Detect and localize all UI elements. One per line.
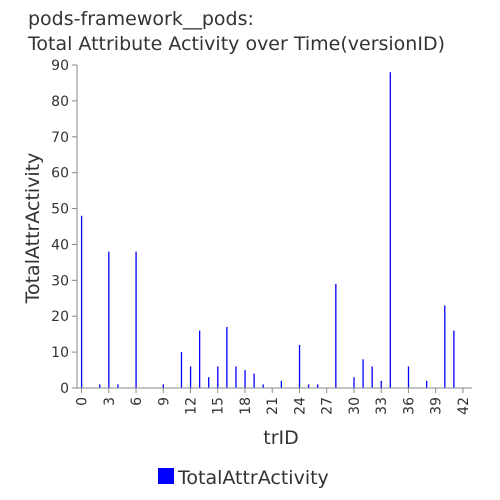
- x-tick-label: 18: [238, 397, 254, 415]
- x-tick-label: 0: [75, 397, 91, 406]
- bar: [189, 366, 192, 388]
- bar: [335, 283, 337, 388]
- bar: [235, 366, 237, 388]
- bar: [108, 251, 110, 388]
- y-tick-label: 50: [51, 202, 69, 218]
- y-tick-label: 30: [51, 273, 69, 289]
- legend-label: TotalAttrActivity: [177, 467, 329, 489]
- bar: [389, 72, 391, 388]
- bar: [198, 330, 201, 388]
- y-tick-label: 90: [51, 58, 69, 74]
- x-tick-label: 21: [265, 397, 281, 415]
- y-axis-ticks: 0 10 20 30 40 50 60 70 80 90: [51, 58, 77, 397]
- y-tick-label: 80: [51, 94, 69, 110]
- bar: [371, 366, 373, 388]
- x-tick-label: 39: [429, 397, 445, 415]
- bar: [135, 251, 137, 388]
- x-tick-label: 27: [320, 397, 336, 415]
- chart-title-line-1: pods-framework__pods:: [28, 8, 254, 30]
- x-tick-label: 33: [374, 397, 390, 415]
- bar: [362, 359, 364, 388]
- bar: [425, 380, 428, 388]
- bar: [280, 380, 283, 388]
- bar: [217, 366, 219, 388]
- x-axis-ticks: 0 3 6 9 12 15 18 21 24 27 30 33 36 39 42: [75, 388, 472, 415]
- bar: [208, 377, 210, 388]
- bar: [380, 380, 382, 388]
- y-tick-label: 10: [51, 345, 69, 361]
- chart-title-line-2: Total Attribute Activity over Time(versi…: [27, 33, 445, 55]
- x-tick-label: 6: [129, 397, 145, 406]
- bars: [80, 72, 455, 388]
- bar: [353, 377, 355, 388]
- bar: [253, 373, 255, 388]
- bar: [307, 384, 310, 388]
- x-tick-label: 36: [401, 397, 417, 415]
- y-tick-label: 40: [51, 237, 69, 253]
- x-axis-label: trID: [263, 427, 299, 449]
- bar: [244, 370, 246, 388]
- bar: [117, 384, 119, 388]
- y-tick-label: 70: [51, 130, 69, 146]
- x-tick-label: 24: [292, 397, 308, 415]
- bar: [444, 305, 446, 388]
- x-tick-label: 3: [102, 397, 118, 406]
- legend: TotalAttrActivity: [158, 467, 329, 489]
- legend-swatch: [158, 468, 174, 484]
- y-tick-label: 20: [51, 309, 69, 325]
- x-tick-label: 30: [347, 397, 363, 415]
- bar: [80, 215, 83, 388]
- bar: [180, 352, 183, 388]
- bar: [226, 326, 228, 388]
- bar: [298, 344, 301, 388]
- bar: [262, 384, 264, 388]
- bar: [162, 384, 164, 388]
- y-tick-label: 0: [60, 381, 69, 397]
- y-axis-label: TotalAttrActivity: [22, 153, 44, 305]
- x-tick-label: 9: [156, 397, 172, 406]
- bar: [453, 330, 455, 388]
- y-tick-label: 60: [51, 166, 69, 182]
- x-tick-label: 12: [184, 397, 200, 415]
- x-tick-label: 15: [211, 397, 227, 415]
- bar: [317, 384, 319, 388]
- bar: [99, 384, 101, 388]
- x-tick-label: 42: [456, 397, 472, 415]
- bar: [407, 366, 410, 388]
